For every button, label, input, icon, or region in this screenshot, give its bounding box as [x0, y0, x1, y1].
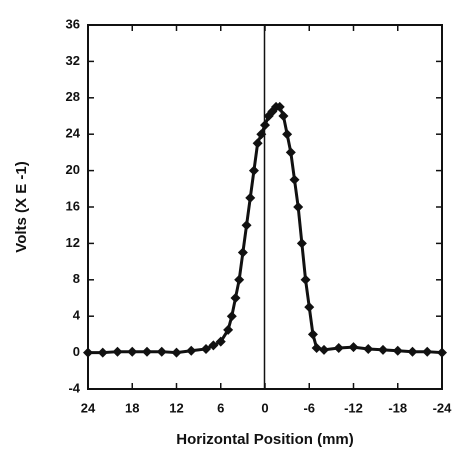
- x-tick-label: -6: [303, 400, 315, 415]
- data-point: [97, 347, 108, 358]
- data-point: [142, 346, 152, 357]
- data-point: [285, 147, 296, 158]
- data-point: [256, 129, 267, 140]
- data-point: [378, 344, 388, 355]
- data-point: [293, 202, 304, 212]
- data-point: [241, 220, 252, 231]
- y-tick-label: 0: [73, 344, 80, 359]
- data-point: [407, 346, 418, 357]
- y-axis-title: Volts (X E -1): [13, 161, 30, 252]
- data-point: [237, 247, 248, 258]
- data-point: [223, 324, 234, 335]
- data-point: [245, 192, 256, 203]
- x-axis-title: Horizontal Position (mm): [176, 431, 354, 448]
- x-tick-label: 6: [217, 400, 224, 415]
- y-tick-label: 4: [73, 308, 81, 323]
- data-point: [278, 111, 289, 121]
- data-point: [422, 346, 433, 357]
- data-point: [171, 347, 182, 358]
- data-point: [234, 274, 245, 285]
- data-point: [112, 346, 123, 357]
- y-tick-label: 8: [73, 271, 80, 286]
- data-point: [274, 101, 285, 112]
- data-point: [201, 343, 211, 354]
- data-point: [260, 120, 270, 131]
- y-tick-label: 28: [66, 89, 80, 104]
- data-point: [252, 138, 263, 149]
- data-point: [392, 345, 403, 356]
- data-point: [127, 346, 138, 357]
- data-point: [230, 293, 241, 303]
- y-tick-label: 24: [66, 126, 81, 141]
- data-point: [208, 340, 219, 351]
- x-tick-label: 18: [125, 400, 139, 415]
- y-tick-label: 32: [66, 53, 80, 68]
- data-point: [156, 346, 167, 357]
- x-tick-label: -12: [344, 400, 363, 415]
- data-point: [319, 344, 329, 355]
- data-point: [311, 343, 322, 354]
- data-point: [289, 174, 300, 185]
- data-point: [304, 302, 315, 313]
- data-point: [296, 238, 307, 249]
- y-tick-label: 36: [66, 16, 80, 31]
- y-tick-label: 20: [66, 162, 80, 177]
- x-tick-label: -24: [433, 400, 453, 415]
- data-point: [248, 165, 259, 176]
- data-point: [186, 345, 197, 356]
- x-tick-label: 12: [169, 400, 183, 415]
- data-point: [348, 342, 359, 353]
- data-point: [437, 347, 447, 358]
- data-point: [363, 343, 374, 354]
- y-tick-label: -4: [68, 380, 80, 395]
- data-point: [307, 329, 318, 340]
- data-point: [226, 311, 237, 322]
- x-tick-label: 0: [261, 400, 268, 415]
- data-point: [282, 129, 293, 140]
- x-tick-label: 24: [81, 400, 96, 415]
- y-tick-label: 16: [66, 198, 80, 213]
- data-point: [83, 347, 93, 358]
- data-point: [333, 343, 344, 354]
- x-tick-label: -18: [388, 400, 407, 415]
- data-point: [215, 336, 226, 347]
- data-point: [300, 274, 311, 285]
- y-tick-label: 12: [66, 235, 80, 250]
